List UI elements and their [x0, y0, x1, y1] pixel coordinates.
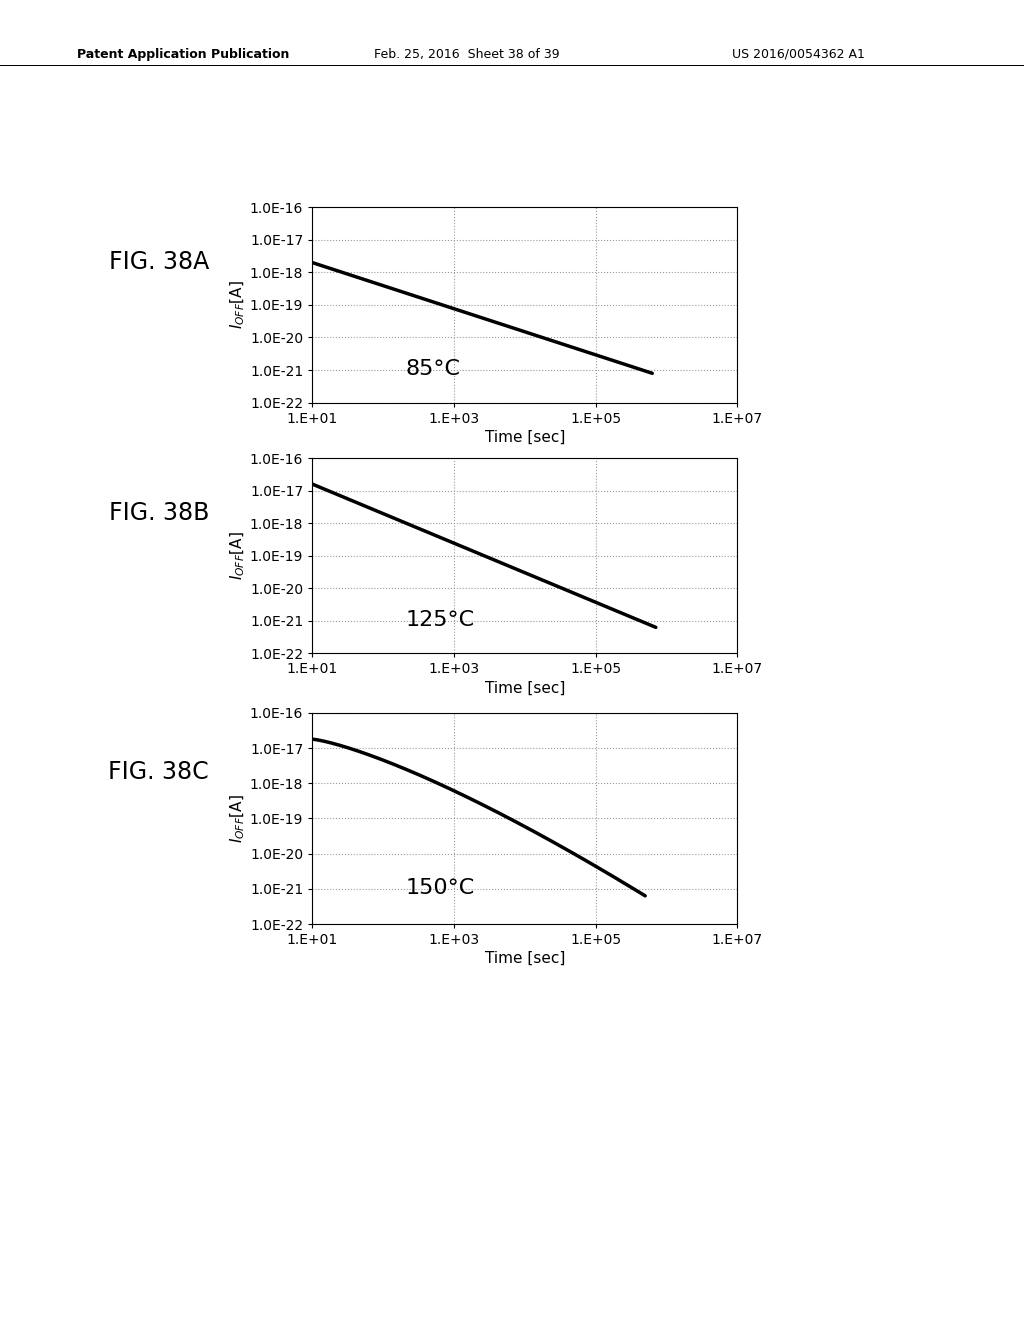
Y-axis label: $I_{OFF}$[A]: $I_{OFF}$[A] — [228, 532, 247, 579]
Text: FIG. 38B: FIG. 38B — [109, 500, 209, 525]
Text: FIG. 38A: FIG. 38A — [109, 249, 209, 275]
Text: Feb. 25, 2016  Sheet 38 of 39: Feb. 25, 2016 Sheet 38 of 39 — [374, 48, 559, 61]
Text: 85°C: 85°C — [406, 359, 461, 379]
Y-axis label: $I_{OFF}$[A]: $I_{OFF}$[A] — [228, 281, 247, 329]
Text: Patent Application Publication: Patent Application Publication — [77, 48, 289, 61]
X-axis label: Time [sec]: Time [sec] — [484, 952, 565, 966]
Text: US 2016/0054362 A1: US 2016/0054362 A1 — [732, 48, 865, 61]
X-axis label: Time [sec]: Time [sec] — [484, 681, 565, 696]
Y-axis label: $I_{OFF}$[A]: $I_{OFF}$[A] — [228, 795, 247, 842]
Text: 125°C: 125°C — [406, 610, 475, 630]
Text: FIG. 38C: FIG. 38C — [109, 760, 209, 784]
X-axis label: Time [sec]: Time [sec] — [484, 430, 565, 445]
Text: 150°C: 150°C — [406, 878, 475, 898]
